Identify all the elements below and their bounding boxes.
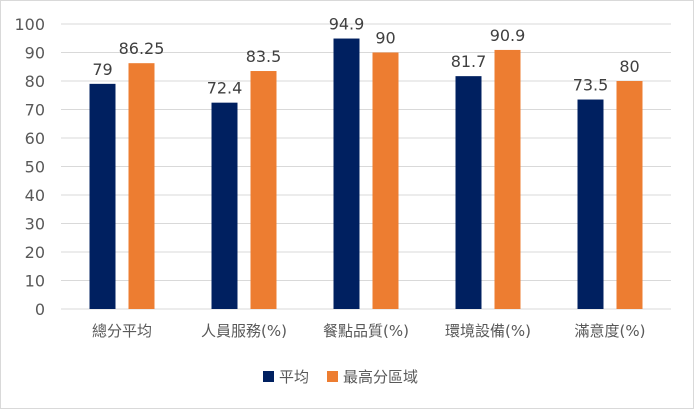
y-tick-label: 70 — [25, 101, 45, 120]
data-label: 94.9 — [329, 15, 365, 34]
x-tick-label: 人員服務(%) — [201, 322, 287, 340]
x-tick-label: 滿意度(%) — [575, 322, 646, 340]
data-label: 72.4 — [207, 79, 243, 98]
bar-average — [455, 76, 482, 309]
legend-label: 最高分區域 — [343, 368, 418, 386]
y-tick-label: 30 — [25, 215, 45, 234]
y-tick-label: 90 — [25, 44, 45, 63]
y-tick-label: 10 — [25, 272, 45, 291]
bar-highest-region — [128, 63, 155, 309]
x-tick-label: 環境設備(%) — [445, 322, 531, 340]
bar-highest-region — [372, 52, 399, 309]
y-tick-label: 20 — [25, 243, 45, 262]
y-tick-label: 60 — [25, 129, 45, 148]
data-label: 80 — [619, 57, 639, 76]
data-label: 79 — [92, 60, 112, 79]
bar-highest-region — [616, 81, 643, 309]
y-tick-label: 100 — [14, 15, 45, 34]
y-tick-label: 50 — [25, 158, 45, 177]
data-label: 81.7 — [451, 52, 487, 71]
legend-label: 平均 — [279, 368, 309, 386]
y-tick-label: 0 — [35, 300, 45, 319]
bar-highest-region — [250, 71, 277, 310]
data-label: 90.9 — [490, 26, 526, 45]
data-label: 86.25 — [119, 39, 165, 58]
bar-average — [211, 102, 238, 309]
data-label: 83.5 — [246, 47, 282, 66]
legend-swatch — [327, 371, 338, 382]
x-tick-label: 總分平均 — [92, 322, 152, 340]
x-tick-label: 餐點品質(%) — [323, 322, 409, 340]
bar-average — [577, 99, 604, 310]
bar-average — [89, 83, 116, 309]
bar-average — [333, 38, 360, 309]
data-label: 90 — [375, 29, 395, 48]
y-tick-label: 80 — [25, 72, 45, 91]
legend-swatch — [263, 371, 274, 382]
bar-highest-region — [494, 49, 521, 310]
data-label: 73.5 — [573, 76, 609, 95]
y-tick-label: 40 — [25, 186, 45, 205]
